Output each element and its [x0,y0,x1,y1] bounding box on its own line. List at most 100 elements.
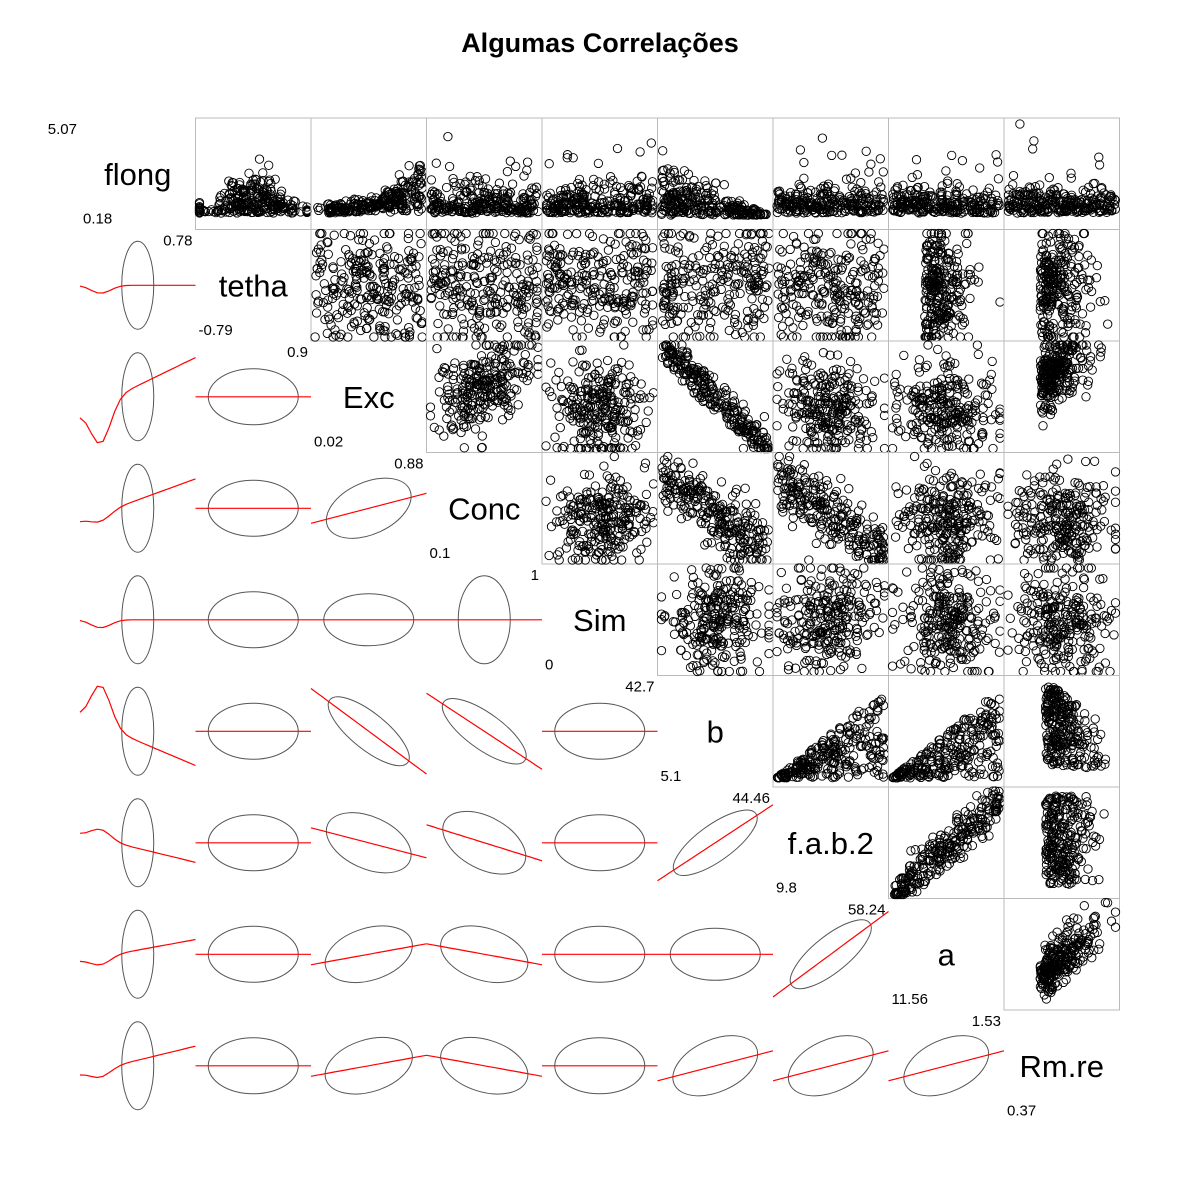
scatter-point [557,206,567,216]
scatter-point [803,188,813,198]
scatter-point [552,403,562,413]
scatter-point [474,176,484,186]
scatter-point [441,182,452,193]
scatter-point [566,312,577,322]
scatter-point [773,186,783,197]
scatter-point [385,203,395,213]
scatter-point [907,172,917,183]
scatter-point [832,228,842,239]
scatter-point [630,405,640,415]
scatter-point [555,422,565,433]
scatter-point [716,202,726,212]
scatter-point [795,145,806,155]
scatter-point [434,387,445,397]
scatter-point [194,197,205,208]
scatter-point [1028,144,1038,154]
scatter-point [276,199,286,209]
scatter-point [497,320,507,330]
scatter-point [911,185,921,195]
scatter-point [873,238,883,248]
scatter-point [511,228,521,239]
scatter-point [492,188,502,199]
scatter-point [719,209,730,219]
scatter-point [748,208,758,218]
scatter-point [233,204,244,214]
scatter-point [392,187,402,197]
scatter-point [611,207,621,217]
scatter-point [481,194,491,204]
scatter-point [879,283,889,293]
scatter-point [502,332,512,342]
scatter-point [582,206,592,216]
scatter-point [507,179,518,189]
scatter-point [599,179,609,189]
scatter-point [806,197,817,208]
scatter-point [508,204,518,214]
scatter-point [821,442,831,452]
scatter-point [357,205,367,215]
scatter-point [778,404,788,414]
scatter-point [862,207,872,217]
scatter-point [1085,302,1096,312]
scatter-point [759,302,770,312]
scatter-point [858,265,868,275]
scatter-point [248,207,258,218]
scatter-point [331,206,341,217]
scatter-point [502,188,513,198]
scatter-point [867,332,877,342]
ellipse-panel-Exc-flong [79,352,196,444]
range-min-Exc: 0.02 [314,434,343,451]
scatter-point [214,205,224,215]
var-label-flong: flong [104,157,171,192]
scatter-point [373,200,383,210]
scatter-point [593,207,603,218]
scatter-point [238,185,248,195]
scatter-point [955,332,965,342]
scatter-panel-tetha-a [888,228,1005,342]
scatter-point [668,332,678,342]
scatter-point [776,195,787,205]
scatter-point [763,296,773,306]
scatter-point [837,150,847,160]
scatter-point [799,202,809,212]
scatter-point [698,205,708,215]
scatter-point [502,267,512,278]
scatter-point [443,131,453,142]
scatter-point [615,182,626,193]
scatter-point [829,199,840,210]
scatter-point [1029,136,1039,146]
scatter-point [558,190,569,200]
scatter-point [707,279,717,289]
scatter-point [276,189,286,199]
scatter-point [872,320,883,330]
scatter-point [574,207,584,217]
scatter-point [696,201,707,211]
range-max-flong: 5.07 [48,121,77,138]
scatter-point [704,323,715,334]
scatter-point [567,195,577,206]
scatter-point [846,173,856,183]
scatter-point [957,155,968,166]
scatter-point [498,189,509,199]
scatter-point [470,288,480,299]
scatter-point [329,230,339,240]
scatter-point [562,150,573,160]
scatter-point [246,185,256,196]
scatter-point [965,293,975,304]
scatter-point [556,190,566,201]
scatter-point [827,150,837,161]
scatter-point [679,166,690,176]
scatter-point [527,183,537,193]
scatter-point [626,191,636,201]
scatter-point [432,343,442,354]
scatter-point [415,228,425,239]
scatter-point [775,204,785,214]
scatter-point [574,198,584,208]
scatter-point [609,200,619,210]
scatter-point [1081,285,1091,295]
scatter-point [528,205,539,216]
scatter-point [519,171,529,181]
scatter-point [720,196,731,207]
scatter-point [701,180,711,191]
scatter-point [782,354,792,364]
